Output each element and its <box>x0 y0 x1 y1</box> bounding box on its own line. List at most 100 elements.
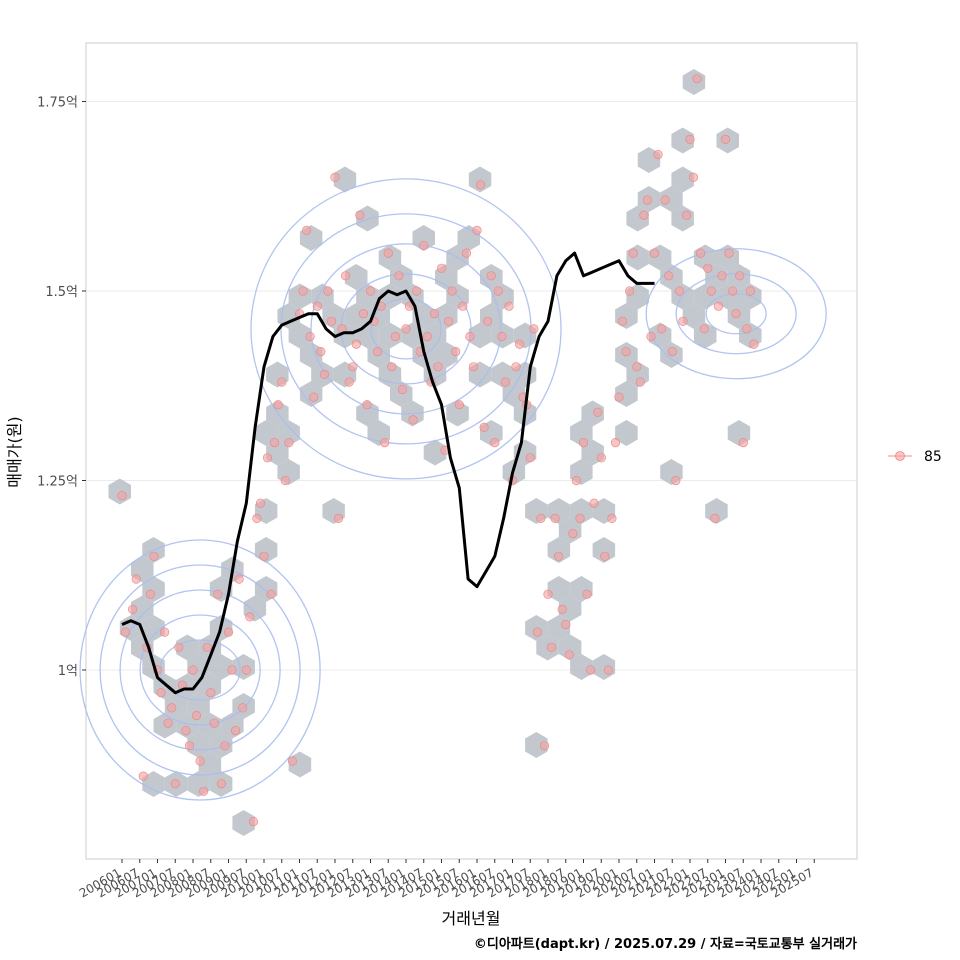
hexbin-cell <box>468 166 492 193</box>
y-tick-label: 1.75억 <box>37 96 78 111</box>
scatter-point <box>380 438 390 448</box>
scatter-point <box>710 513 720 524</box>
scatter-point <box>692 74 702 84</box>
scatter-point <box>486 271 496 281</box>
scatter-point <box>298 286 308 296</box>
scatter-point <box>720 134 731 144</box>
scatter-point <box>355 210 365 220</box>
scatter-point <box>681 210 692 220</box>
scatter-point <box>603 665 614 675</box>
hexbin-cell <box>131 634 154 661</box>
hexbin-cell <box>468 322 492 349</box>
scatter-point <box>408 415 418 425</box>
density-contour <box>119 589 281 751</box>
scatter-point <box>362 400 372 410</box>
scatter-point <box>419 240 429 251</box>
scatter-point <box>738 438 748 448</box>
hexbin-cell <box>558 595 582 622</box>
hexbin-cell <box>502 381 526 407</box>
scatter-point <box>365 286 376 296</box>
scatter-point <box>220 741 230 751</box>
legend: 85 <box>888 449 942 465</box>
scatter-point <box>475 180 486 190</box>
scatter-point <box>724 248 734 258</box>
y-axis-title: 매매가(원) <box>5 416 24 487</box>
hexbin-cell <box>232 810 255 836</box>
scatter-point <box>653 150 663 160</box>
scatter-point <box>163 718 173 728</box>
hexbin-cell <box>570 654 593 680</box>
y-tick-label: 1.25억 <box>37 475 78 490</box>
scatter-point <box>444 316 454 326</box>
hexbin-cell <box>187 732 210 758</box>
hexbin-cell <box>435 342 458 368</box>
scatter-point <box>231 725 241 736</box>
hexbin-cell <box>142 771 165 797</box>
scatter-point <box>614 392 624 402</box>
scatter-point <box>490 438 500 448</box>
scatter-point <box>383 248 393 258</box>
scatter-point <box>529 324 539 334</box>
scatter-point <box>749 339 759 349</box>
scatter-point <box>348 362 358 372</box>
scatter-point <box>688 172 699 182</box>
scatter-point <box>319 369 330 380</box>
scatter-point <box>628 248 638 258</box>
scatter-point <box>422 331 432 342</box>
scatter-point <box>493 286 503 296</box>
scatter-point <box>287 756 298 766</box>
scatter-point <box>305 331 315 342</box>
trend-line-layer <box>121 251 655 695</box>
scatter-point <box>483 316 493 326</box>
scatter-point <box>593 407 603 417</box>
scatter-point <box>199 786 209 796</box>
scatter-point <box>649 248 660 258</box>
scatter-point <box>120 627 131 637</box>
scatter-point <box>557 604 567 615</box>
scatter-point <box>671 475 681 486</box>
scatter-point <box>390 331 401 342</box>
scatter-point <box>667 347 677 357</box>
scatter-point <box>539 741 550 751</box>
scatter-point <box>195 756 205 766</box>
hexbin-cell <box>615 420 638 446</box>
scatter-point <box>674 286 685 296</box>
scatter-point <box>131 574 141 584</box>
scatter-point <box>571 475 582 486</box>
scatter-point <box>610 438 621 448</box>
scatter-point <box>632 362 642 372</box>
scatter-point <box>213 589 223 599</box>
scatter-point <box>731 309 741 319</box>
hexbin-cell <box>356 400 379 427</box>
scatter-point <box>323 286 333 296</box>
scatter-point <box>241 665 251 675</box>
scatter-point <box>259 551 269 561</box>
scatter-point <box>245 612 255 622</box>
scatter-point <box>621 347 631 357</box>
x-axis-title: 거래년월 <box>442 909 501 928</box>
y-axis-ticks: 1억 1.25억 1.5억 1.75억 <box>37 96 86 679</box>
scatter-point <box>174 642 184 652</box>
y-tick-label: 1억 <box>58 664 78 679</box>
scatter-point <box>617 316 628 326</box>
density-contour <box>99 564 301 776</box>
scatter-point <box>149 551 159 561</box>
scatter-point <box>156 688 166 698</box>
scatter-point <box>373 347 383 357</box>
scatter-point <box>582 589 592 599</box>
scatter-point <box>472 225 482 235</box>
scatter-point <box>500 377 511 387</box>
scatter-point <box>568 528 578 539</box>
hexbin-cell <box>378 322 402 349</box>
scatter-point <box>234 574 244 584</box>
scatter-point <box>262 453 273 463</box>
scatter-point <box>706 286 716 296</box>
scatter-point <box>717 271 727 281</box>
scatter-point <box>117 491 127 501</box>
scatter-point <box>600 551 610 561</box>
scatter-point <box>280 475 290 486</box>
hexbin-cell <box>277 420 300 446</box>
density-contour <box>310 243 502 415</box>
hexbin-cell <box>547 576 571 602</box>
